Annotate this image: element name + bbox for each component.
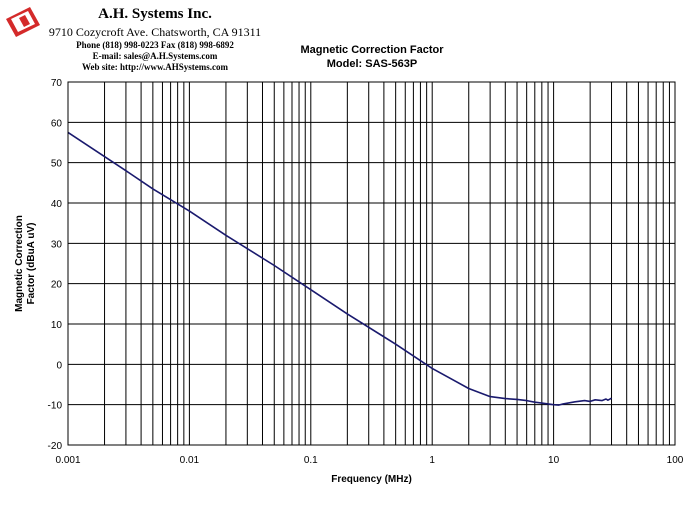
y-tick-label: 10 [51, 320, 63, 331]
ah-systems-logo-icon [6, 7, 40, 37]
y-tick-label: 20 [51, 280, 63, 291]
company-email: E-mail: sales@A.H.Systems.com [92, 51, 218, 61]
x-tick-label: 1 [429, 455, 435, 466]
y-tick-label: -10 [48, 401, 63, 412]
company-website: Web site: http://www.AHSystems.com [82, 62, 228, 72]
y-tick-label: 50 [51, 159, 63, 170]
y-axis-title: Magnetic CorrectionFactor (dBuA uV) [14, 215, 37, 312]
company-address: 9710 Cozycroft Ave. Chatsworth, CA 91311 [48, 25, 262, 39]
chart-title: Magnetic Correction Factor [300, 44, 444, 56]
chart-series [67, 131, 612, 406]
y-tick-label: 40 [51, 199, 63, 210]
x-tick-label: 0.01 [180, 455, 200, 466]
x-tick-label: 0.1 [304, 455, 318, 466]
y-tick-label: 30 [51, 239, 63, 250]
chart-grid [67, 81, 675, 446]
company-phone-fax: Phone (818) 998-0223 Fax (818) 998-6892 [76, 40, 234, 50]
plot-area-border [67, 81, 676, 446]
letterhead: A.H. Systems Inc. 9710 Cozycroft Ave. Ch… [0, 0, 261, 80]
chart-subtitle: Model: SAS-563P [326, 58, 418, 70]
x-tick-label: 10 [548, 455, 560, 466]
y-tick-label: 70 [51, 78, 63, 89]
series-line [67, 131, 612, 406]
y-tick-label: -20 [48, 441, 63, 452]
x-axis-title: Frequency (MHz) [331, 474, 412, 485]
x-tick-label: 0.001 [55, 455, 80, 466]
y-tick-label: 0 [56, 360, 62, 371]
x-tick-label: 100 [667, 455, 684, 466]
y-tick-label: 60 [51, 118, 63, 129]
company-name: A.H. Systems Inc. [98, 6, 212, 22]
